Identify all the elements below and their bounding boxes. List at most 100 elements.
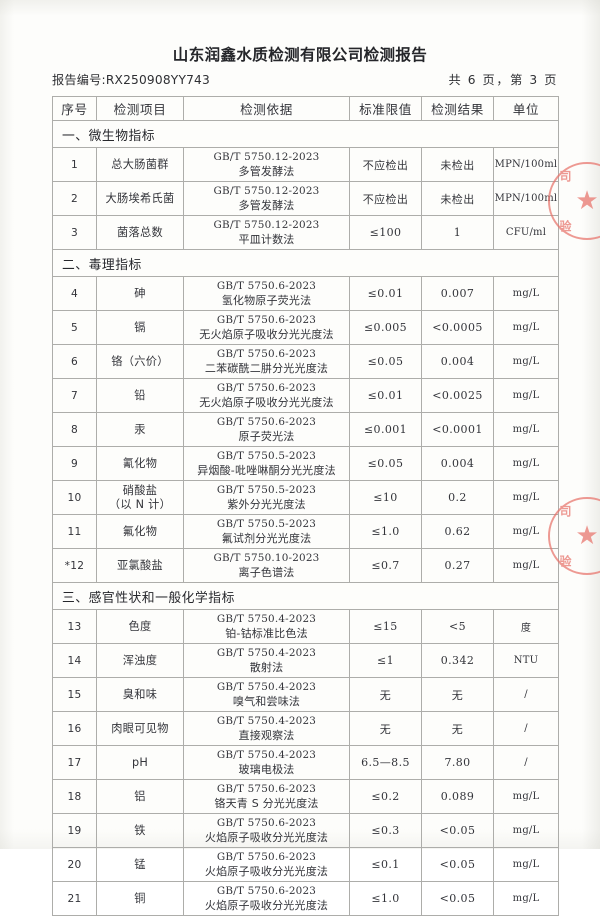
standard-code: GB/T 5750.4-2023 — [216, 646, 317, 659]
star-icon: ★ — [575, 186, 599, 216]
cell-test-item: 大肠埃希氏菌 — [96, 181, 184, 216]
cell-unit: / — [493, 745, 559, 780]
standard-code: GB/T 5750.6-2023 — [216, 347, 317, 360]
cell-standard-limit: ≤0.05 — [349, 446, 422, 481]
column-header-item: 检测项目 — [96, 96, 184, 121]
star-icon: ★ — [575, 521, 599, 551]
cell-test-result: 0.2 — [421, 480, 494, 515]
cell-unit: mg/L — [493, 548, 559, 583]
cell-test-item: 氰化物 — [96, 446, 184, 481]
method-name: 多管发酵法 — [238, 165, 295, 179]
cell-standard-limit: ≤0.01 — [349, 276, 422, 311]
cell-test-item: 肉眼可见物 — [96, 711, 184, 746]
cell-test-result: <0.0025 — [421, 378, 494, 413]
cell-test-result: <0.05 — [421, 847, 494, 882]
cell-test-basis: GB/T 5750.10-2023 离子色谱法 — [183, 548, 350, 583]
table-section-heading: 一、微生物指标 — [52, 120, 559, 148]
cell-unit: MPN/100ml — [493, 147, 559, 182]
cell-unit: NTU — [493, 643, 559, 678]
standard-code: GB/T 5750.4-2023 — [216, 612, 317, 625]
cell-test-basis: GB/T 5750.12-2023 多管发酵法 — [183, 147, 350, 182]
table-row: 14 浑浊度 GB/T 5750.4-2023 散射法 ≤1 0.342 NTU — [52, 643, 559, 678]
seal-bottom-character: 验 — [558, 220, 572, 232]
cell-test-item: 砷 — [96, 276, 184, 311]
cell-test-basis: GB/T 5750.6-2023 无火焰原子吸收分光光度法 — [183, 310, 350, 345]
cell-standard-limit: ≤0.01 — [349, 378, 422, 413]
cell-sequence-number: 2 — [52, 181, 97, 216]
cell-sequence-number: 5 — [52, 310, 97, 345]
cell-test-result: 1 — [421, 215, 494, 250]
cell-test-result: 0.004 — [421, 446, 494, 481]
method-name: 离子色谱法 — [238, 566, 295, 580]
cell-test-basis: GB/T 5750.6-2023 火焰原子吸收分光光度法 — [183, 813, 350, 848]
cell-standard-limit: ≤0.05 — [349, 344, 422, 379]
table-body: 一、微生物指标 1 总大肠菌群 GB/T 5750.12-2023 多管发酵法 不应检出未… — [52, 120, 559, 916]
cell-test-item: 浑浊度 — [96, 643, 184, 678]
table-row: 5 镉 GB/T 5750.6-2023 无火焰原子吸收分光光度法 ≤0.005 <0.0… — [52, 310, 559, 345]
method-name: 氟试剂分光光度法 — [221, 532, 312, 546]
cell-test-item: 亚氯酸盐 — [96, 548, 184, 583]
cell-test-result: 0.007 — [421, 276, 494, 311]
column-header-basis: 检测依据 — [183, 96, 350, 121]
cell-standard-limit: ≤1.0 — [349, 514, 422, 549]
standard-code: GB/T 5750.6-2023 — [216, 381, 317, 394]
report-number: 报告编号:RX250908YY743 — [52, 73, 210, 87]
cell-test-result: 7.80 — [421, 745, 494, 780]
test-results-table: 序号 检测项目 检测依据 标准限值 检测结果 单位 一、微生物指标 1 总大肠菌群 G… — [52, 96, 559, 916]
cell-test-basis: GB/T 5750.4-2023 嗅气和尝味法 — [183, 677, 350, 712]
standard-code: GB/T 5750.6-2023 — [216, 415, 317, 428]
method-name: 无火焰原子吸收分光光度法 — [199, 396, 334, 410]
method-name: 火焰原子吸收分光光度法 — [204, 865, 329, 879]
method-name: 异烟酸-吡唑啉酮分光光度法 — [197, 464, 336, 478]
cell-sequence-number: 1 — [52, 147, 97, 182]
seal-bottom-character: 验 — [558, 555, 572, 567]
standard-code: GB/T 5750.6-2023 — [216, 313, 317, 326]
cell-standard-limit: ≤15 — [349, 609, 422, 644]
standard-code: GB/T 5750.6-2023 — [216, 816, 317, 829]
method-name: 嗅气和尝味法 — [232, 695, 301, 709]
table-row: 8 汞 GB/T 5750.6-2023 原子荧光法 ≤0.001 <0.0001 mg/L — [52, 412, 559, 447]
cell-test-basis: GB/T 5750.6-2023 无火焰原子吸收分光光度法 — [183, 378, 350, 413]
cell-standard-limit: ≤0.001 — [349, 412, 422, 447]
table-row: 17 pH GB/T 5750.4-2023 玻璃电极法 6.5—8.5 7.80/ — [52, 745, 559, 780]
method-name: 火焰原子吸收分光光度法 — [204, 831, 329, 845]
cell-standard-limit: ≤0.005 — [349, 310, 422, 345]
standard-code: GB/T 5750.10-2023 — [213, 551, 320, 564]
cell-standard-limit: ≤100 — [349, 215, 422, 250]
page-title: 山东润鑫水质检测有限公司检测报告 — [172, 46, 428, 64]
cell-sequence-number: 15 — [52, 677, 97, 712]
cell-test-item: 总大肠菌群 — [96, 147, 184, 182]
cell-sequence-number: 14 — [52, 643, 97, 678]
cell-test-item: 菌落总数 — [96, 215, 184, 250]
cell-test-basis: GB/T 5750.12-2023 平皿计数法 — [183, 215, 350, 250]
cell-test-item: 锰 — [96, 847, 184, 882]
method-name: 火焰原子吸收分光光度法 — [204, 899, 329, 913]
cell-sequence-number: 6 — [52, 344, 97, 379]
cell-standard-limit: 无 — [349, 711, 422, 746]
table-row: 11 氟化物 GB/T 5750.5-2023 氟试剂分光光度法 ≤1.0 0.62 mg/… — [52, 514, 559, 549]
cell-unit: mg/L — [493, 480, 559, 515]
cell-sequence-number: 17 — [52, 745, 97, 780]
table-row: 2 大肠埃希氏菌 GB/T 5750.12-2023 多管发酵法 不应检出 未检出 MPN/… — [52, 181, 559, 216]
cell-test-item: 铝 — [96, 779, 184, 814]
cell-test-result: 未检出 — [421, 147, 494, 182]
cell-unit: mg/L — [493, 813, 559, 848]
cell-standard-limit: 无 — [349, 677, 422, 712]
cell-test-item: 氟化物 — [96, 514, 184, 549]
cell-sequence-number: 9 — [52, 446, 97, 481]
cell-test-result: 0.004 — [421, 344, 494, 379]
table-row: 1 总大肠菌群 GB/T 5750.12-2023 多管发酵法 不应检出 未检出 MPN/1… — [52, 147, 559, 182]
table-row: *12 亚氯酸盐 GB/T 5750.10-2023 离子色谱法 ≤0.7 0.27 mg/… — [52, 548, 559, 583]
cell-test-basis: GB/T 5750.6-2023 火焰原子吸收分光光度法 — [183, 847, 350, 882]
column-header-no: 序号 — [52, 96, 97, 121]
cell-test-result: <0.0005 — [421, 310, 494, 345]
cell-test-result: 0.27 — [421, 548, 494, 583]
cell-standard-limit: ≤1 — [349, 643, 422, 678]
column-header-result: 检测结果 — [421, 96, 494, 121]
cell-unit: mg/L — [493, 276, 559, 311]
cell-sequence-number: 19 — [52, 813, 97, 848]
table-row: 16 肉眼可见物 GB/T 5750.4-2023 直接观察法无无 / — [52, 711, 559, 746]
cell-test-result: 0.342 — [421, 643, 494, 678]
cell-unit: mg/L — [493, 446, 559, 481]
standard-code: GB/T 5750.5-2023 — [216, 483, 317, 496]
